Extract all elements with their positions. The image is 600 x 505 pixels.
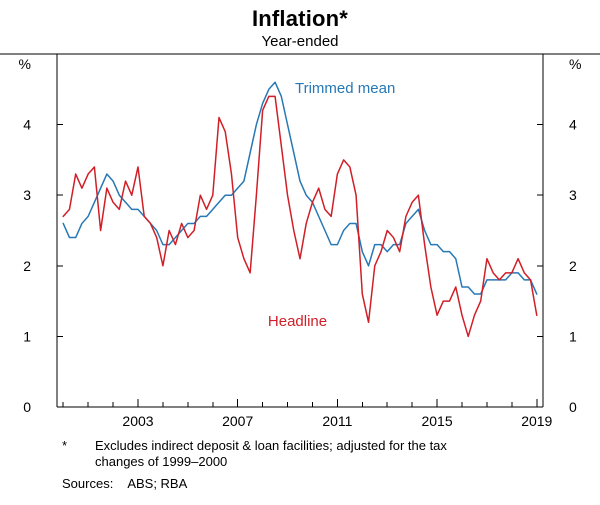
footnote-text-line2: changes of 1999–2000 xyxy=(95,454,228,469)
y-tick-label-left: 3 xyxy=(23,187,31,203)
sources-label: Sources: xyxy=(62,476,114,491)
x-tick-label: 2011 xyxy=(322,413,352,429)
sources-note: Sources: ABS; RBA xyxy=(62,476,187,491)
y-tick-label-left: 0 xyxy=(23,399,31,415)
y-tick-label-right: 4 xyxy=(569,117,577,133)
y-tick-label-right: 0 xyxy=(569,399,577,415)
x-tick-label: 2019 xyxy=(521,413,552,429)
y-tick-label-left: 2 xyxy=(23,258,31,274)
footnote-marker: * xyxy=(62,438,68,453)
x-tick-label: 2015 xyxy=(421,413,452,429)
y-tick-label-left: 4 xyxy=(23,117,31,133)
y-axis-unit-left: % xyxy=(19,56,31,72)
footnote-text-line1: Excludes indirect deposit & loan facilit… xyxy=(95,438,447,453)
chart-title: Inflation* xyxy=(251,6,349,31)
y-tick-label-right: 1 xyxy=(569,328,577,344)
trimmed-mean-line xyxy=(62,81,538,295)
sources-value: ABS; RBA xyxy=(127,476,188,491)
headline-line xyxy=(62,95,538,338)
x-tick-label: 2007 xyxy=(222,413,253,429)
x-tick-label: 2003 xyxy=(122,413,153,429)
headline-series-label: Headline xyxy=(268,313,327,330)
y-tick-label-right: 2 xyxy=(569,258,577,274)
trimmed-mean-series-label: Trimmed mean xyxy=(295,80,395,97)
y-axis-unit-right: % xyxy=(569,56,581,72)
chart-subtitle: Year-ended xyxy=(261,33,339,50)
y-tick-label-left: 1 xyxy=(23,328,31,344)
y-tick-label-right: 3 xyxy=(569,187,577,203)
